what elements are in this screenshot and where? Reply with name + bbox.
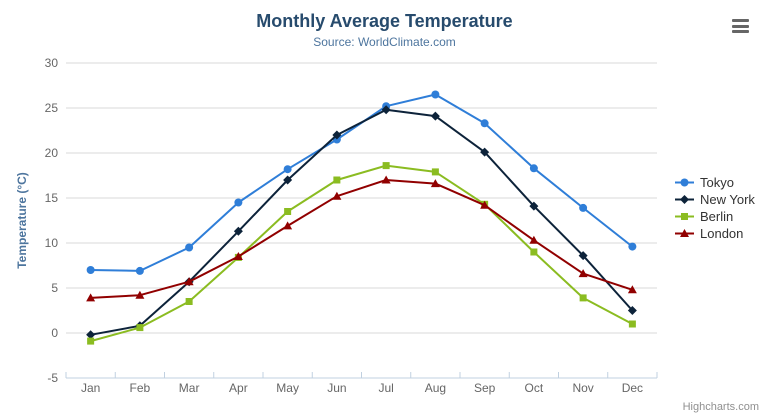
y-axis-title: Temperature (°C): [15, 172, 29, 269]
legend-marker-icon: [675, 229, 694, 237]
svg-text:20: 20: [45, 146, 59, 160]
svg-text:Sep: Sep: [474, 381, 496, 395]
chart-subtitle: Source: WorldClimate.com: [313, 35, 456, 49]
series-london: [86, 175, 637, 302]
legend-label: New York: [700, 192, 755, 207]
svg-text:Mar: Mar: [179, 381, 200, 395]
svg-text:15: 15: [45, 191, 59, 205]
svg-text:Oct: Oct: [525, 381, 544, 395]
svg-text:Aug: Aug: [425, 381, 446, 395]
legend-label: Tokyo: [700, 175, 734, 190]
svg-text:May: May: [276, 381, 299, 395]
legend-label: London: [700, 226, 744, 241]
series-berlin: [87, 162, 636, 345]
legend-marker-icon: [675, 195, 694, 204]
svg-text:Jan: Jan: [81, 381, 100, 395]
legend: Tokyo New York Berlin London: [674, 174, 755, 242]
svg-text:Apr: Apr: [229, 381, 248, 395]
legend-item-tokyo[interactable]: Tokyo: [674, 174, 755, 191]
legend-item-new-york[interactable]: New York: [674, 191, 755, 208]
svg-text:-5: -5: [47, 371, 58, 385]
hamburger-bar: [732, 19, 749, 22]
legend-marker-icon: [675, 213, 694, 220]
svg-text:30: 30: [45, 56, 59, 70]
x-axis-labels: Jan Feb Mar Apr May Jun Jul Aug Sep Oct Nov Dec: [81, 381, 643, 395]
hamburger-menu-icon[interactable]: [732, 19, 749, 33]
legend-marker-icon: [675, 178, 694, 187]
credits-link[interactable]: Highcharts.com: [682, 401, 759, 413]
svg-text:Nov: Nov: [572, 381, 593, 395]
svg-text:10: 10: [45, 236, 59, 250]
series-new-york: [86, 105, 637, 340]
series-new-york-markers[interactable]: [86, 105, 637, 340]
series-london-markers[interactable]: [86, 175, 637, 302]
series-tokyo: [86, 90, 637, 275]
svg-text:Feb: Feb: [130, 381, 151, 395]
x-axis: [65, 372, 658, 379]
svg-text:25: 25: [45, 101, 59, 115]
svg-text:Jul: Jul: [378, 381, 393, 395]
svg-text:5: 5: [51, 281, 58, 295]
hamburger-bar: [732, 24, 749, 28]
chart-title: Monthly Average Temperature: [256, 11, 513, 31]
hamburger-bar: [732, 30, 749, 33]
grid-lines: [66, 62, 657, 379]
legend-label: Berlin: [700, 209, 734, 224]
svg-text:Jun: Jun: [327, 381, 346, 395]
svg-text:Dec: Dec: [622, 381, 643, 395]
y-axis-labels: -5 0 5 10 15 20 25 30: [45, 56, 59, 385]
svg-text:0: 0: [51, 326, 58, 340]
series-tokyo-markers[interactable]: [86, 90, 637, 275]
legend-item-london[interactable]: London: [674, 225, 755, 242]
legend-item-berlin[interactable]: Berlin: [674, 208, 755, 225]
